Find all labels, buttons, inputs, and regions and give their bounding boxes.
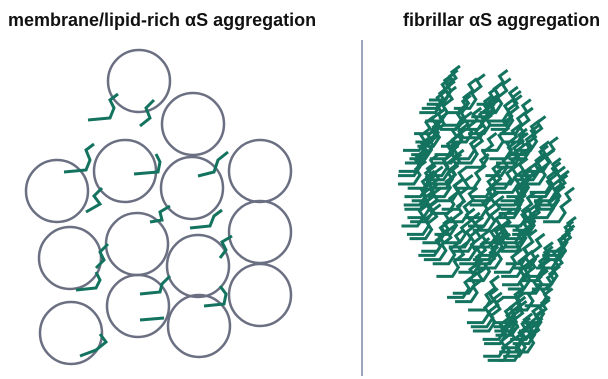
vesicle bbox=[106, 213, 168, 275]
vesicle bbox=[229, 264, 291, 326]
vesicles bbox=[26, 50, 291, 364]
vesicle bbox=[94, 140, 156, 202]
peptide bbox=[150, 206, 170, 222]
peptide bbox=[88, 94, 118, 120]
vesicle bbox=[39, 227, 101, 289]
left-title: membrane/lipid-rich αS aggregation bbox=[8, 10, 316, 30]
vesicle bbox=[162, 93, 224, 155]
vesicle bbox=[108, 50, 170, 112]
vesicle bbox=[229, 201, 291, 263]
right-title: fibrillar αS aggregation bbox=[403, 10, 600, 30]
peptide bbox=[140, 318, 164, 320]
vesicle bbox=[40, 302, 102, 364]
diagram: membrane/lipid-rich αS aggregation fibri… bbox=[0, 0, 608, 379]
vesicle bbox=[161, 157, 223, 219]
peptide bbox=[80, 334, 106, 356]
vesicle bbox=[107, 275, 169, 337]
fibrils bbox=[398, 66, 576, 360]
vesicle bbox=[229, 140, 291, 202]
membrane-peptides bbox=[64, 94, 232, 356]
peptide bbox=[96, 244, 108, 268]
